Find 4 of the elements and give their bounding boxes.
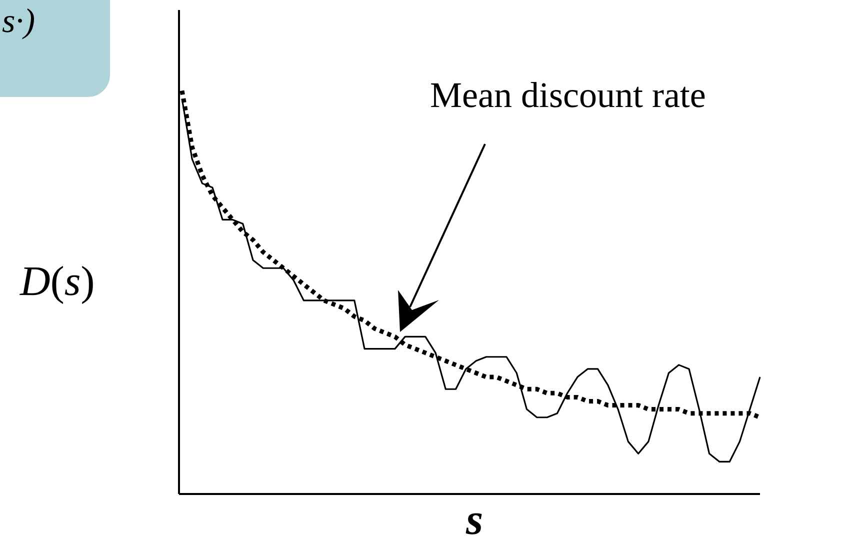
y-axis-title: D(s) [20, 259, 95, 305]
x-axis-title: s [466, 494, 484, 543]
text: s·) [2, 2, 36, 42]
annotation: Mean discount rate [430, 74, 706, 116]
